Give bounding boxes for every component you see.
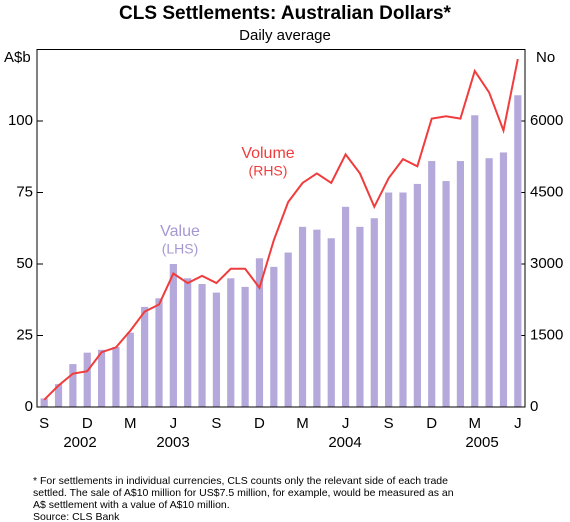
source: Source: CLS Bank [33, 511, 120, 522]
bar [141, 306, 149, 407]
y2-axis-label: No [536, 49, 555, 66]
year-label: 2004 [328, 434, 361, 451]
bar [69, 364, 77, 407]
x-tick-label: D [254, 415, 265, 432]
y-tick-label: 75 [16, 183, 33, 200]
y2-tick-label: 3000 [530, 255, 563, 272]
x-tick-label: D [82, 415, 93, 432]
footnote: * For settlements in individual currenci… [33, 475, 448, 487]
bar [356, 226, 364, 407]
bar [270, 266, 278, 407]
y-axis-label: A$b [4, 49, 31, 66]
x-tick-label: J [342, 415, 350, 432]
bar [54, 384, 63, 407]
bar [169, 264, 177, 407]
bar [499, 152, 508, 407]
plot-frame [36, 49, 526, 408]
x-tick-label: J [514, 415, 522, 432]
x-tick-label: M [124, 415, 137, 432]
bar [370, 218, 378, 407]
bar [241, 286, 249, 407]
legend-label: Value [160, 223, 200, 240]
footnote: settled. The sale of A$10 million for US… [33, 487, 454, 499]
bar [428, 161, 436, 407]
year-label: 2002 [63, 434, 96, 451]
bar [126, 332, 134, 407]
year-label: 2003 [156, 434, 189, 451]
bar [155, 298, 163, 407]
y2-tick-label: 4500 [530, 183, 563, 200]
bar [413, 183, 421, 407]
bar [112, 346, 120, 407]
x-tick-label: D [426, 415, 437, 432]
y2-tick-label: 1500 [530, 326, 563, 343]
bar [83, 352, 91, 407]
bar [514, 95, 522, 407]
bar [198, 284, 206, 407]
bar [40, 398, 48, 407]
y2-tick-label: 0 [530, 398, 538, 415]
chart-title: CLS Settlements: Australian Dollars* [119, 3, 451, 24]
bar [327, 238, 335, 407]
bar [341, 206, 350, 407]
legend-note: (RHS) [249, 163, 288, 179]
x-tick-label: J [170, 415, 178, 432]
chart-subtitle: Daily average [239, 27, 331, 44]
year-label: 2005 [465, 434, 498, 451]
y-tick-label: 100 [8, 112, 33, 129]
y-tick-label: 0 [25, 398, 33, 415]
x-tick-label: S [211, 415, 221, 432]
bar [471, 115, 479, 407]
x-tick-label: M [469, 415, 482, 432]
bar [442, 181, 450, 407]
bar [298, 226, 307, 407]
footnote: A$ settlement with a value of A$10 milli… [33, 499, 230, 511]
bar [227, 278, 235, 407]
bar [399, 192, 407, 407]
bar [255, 258, 264, 407]
legend-note: (LHS) [162, 241, 199, 257]
bar [485, 158, 493, 407]
bar [184, 278, 192, 407]
bar [385, 192, 393, 407]
bar [284, 252, 292, 407]
bar [313, 229, 321, 407]
y2-tick-label: 6000 [530, 112, 563, 129]
y-tick-label: 25 [16, 326, 33, 343]
x-tick-label: S [384, 415, 394, 432]
legend-label: Volume [241, 145, 294, 162]
bar [97, 349, 106, 407]
x-tick-label: M [296, 415, 309, 432]
y-tick-label: 50 [16, 255, 33, 272]
x-tick-label: S [39, 415, 49, 432]
line [43, 58, 519, 401]
bar [212, 292, 221, 407]
bar [456, 161, 465, 407]
